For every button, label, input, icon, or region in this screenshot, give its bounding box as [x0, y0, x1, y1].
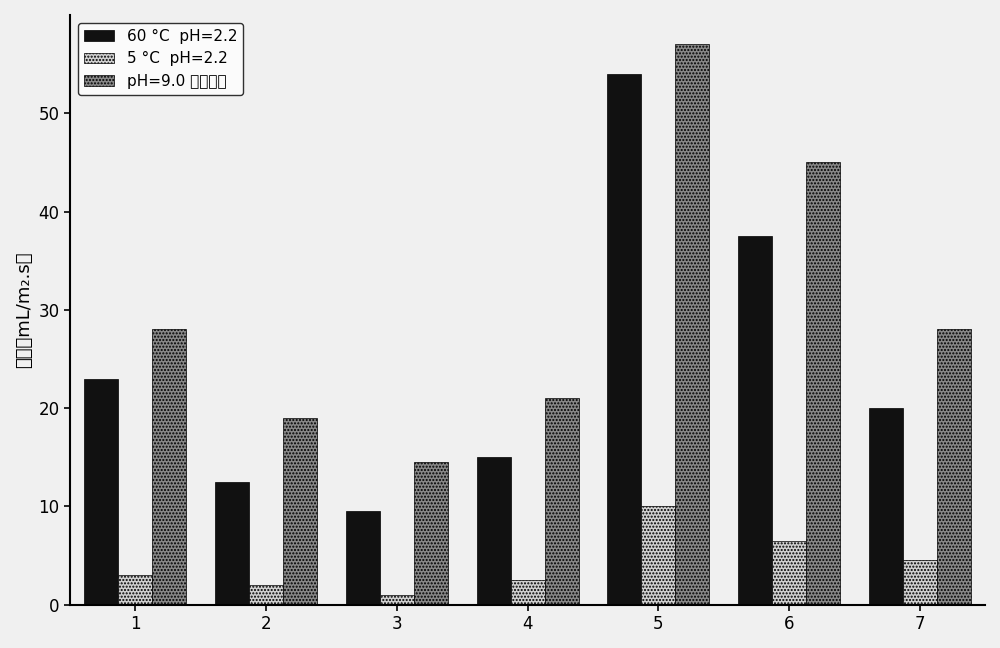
Bar — [477, 457, 511, 605]
Bar — [641, 506, 675, 605]
Bar — [545, 399, 579, 605]
Bar — [346, 511, 380, 605]
Bar — [249, 585, 283, 605]
Bar — [772, 540, 806, 605]
Bar — [675, 45, 709, 605]
Bar — [118, 575, 152, 605]
Bar — [380, 595, 414, 605]
Bar — [511, 580, 545, 605]
Bar — [937, 329, 971, 605]
Bar — [903, 561, 937, 605]
Bar — [738, 236, 772, 605]
Y-axis label: 通量（mL/m₂.s）: 通量（mL/m₂.s） — [15, 251, 33, 368]
Bar — [215, 481, 249, 605]
Bar — [84, 378, 118, 605]
Bar — [283, 418, 317, 605]
Bar — [869, 408, 903, 605]
Bar — [806, 163, 840, 605]
Bar — [414, 462, 448, 605]
Bar — [152, 329, 186, 605]
Legend: 60 °C  pH=2.2, 5 °C  pH=2.2, pH=9.0 任意温度: 60 °C pH=2.2, 5 °C pH=2.2, pH=9.0 任意温度 — [78, 23, 243, 95]
Bar — [607, 74, 641, 605]
